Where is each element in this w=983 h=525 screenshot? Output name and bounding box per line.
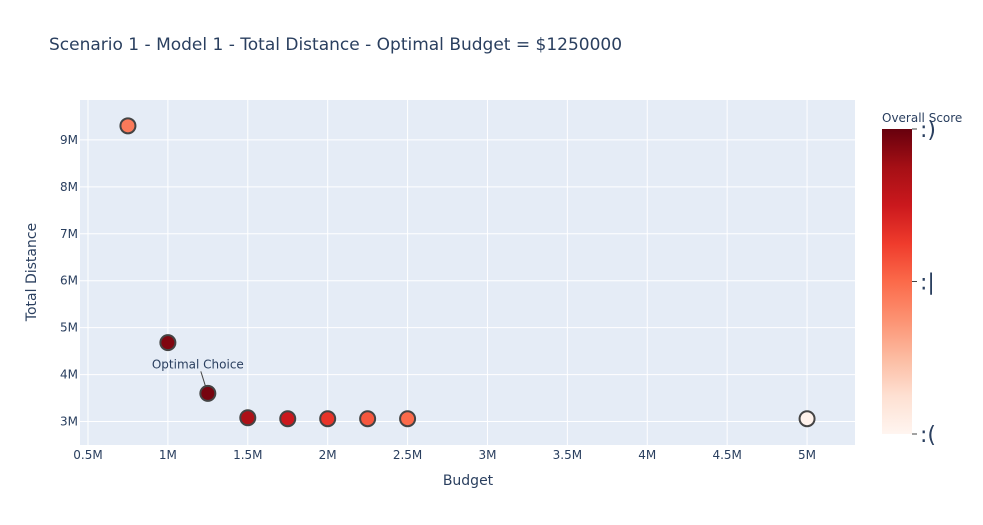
data-point <box>319 410 337 428</box>
x-tick-label: 2M <box>319 448 337 462</box>
colorbar-ticks: :) :| :( <box>912 118 936 448</box>
x-tick-label: 1M <box>159 448 177 462</box>
x-tick-label: 0.5M <box>73 448 102 462</box>
y-tick-label: 4M <box>60 368 78 382</box>
colorbar-tick-label: :| <box>920 271 935 296</box>
data-point <box>359 410 377 428</box>
x-tick-label: 1.5M <box>233 448 262 462</box>
x-tick-label: 3.5M <box>553 448 582 462</box>
plot-area <box>80 100 855 445</box>
y-tick-label: 5M <box>60 321 78 335</box>
data-point <box>119 117 137 135</box>
x-axis-title: Budget <box>443 473 494 489</box>
x-tick-label: 4.5M <box>712 448 741 462</box>
y-axis-title: Total Distance <box>24 223 40 322</box>
annotation-label: Optimal Choice <box>152 357 244 371</box>
y-tick-label: 7M <box>60 227 78 241</box>
data-point <box>239 409 257 427</box>
colorbar-tick-label: :( <box>920 423 936 448</box>
data-point <box>159 334 177 352</box>
colorbar-tick-label: :) <box>920 118 936 143</box>
optimal-annotation: Optimal Choice <box>152 357 244 388</box>
chart-title: Scenario 1 - Model 1 - Total Distance - … <box>49 35 622 55</box>
x-tick-label: 3M <box>478 448 496 462</box>
y-tick-label: 3M <box>60 415 78 429</box>
x-tick-label: 5M <box>798 448 816 462</box>
y-tick-label: 8M <box>60 180 78 194</box>
data-points <box>119 117 816 428</box>
y-tick-label: 6M <box>60 274 78 288</box>
x-tick-label: 2.5M <box>393 448 422 462</box>
x-axis-ticks: 0.5M 1M 1.5M 2M 2.5M 3M 3.5M 4M 4.5M 5M <box>73 448 816 462</box>
colorbar-title: Overall Score <box>882 111 962 125</box>
y-tick-label: 9M <box>60 133 78 147</box>
data-point <box>798 410 816 428</box>
x-tick-label: 4M <box>638 448 656 462</box>
data-point <box>199 384 217 402</box>
annotation-arrow <box>200 371 207 388</box>
data-point <box>279 410 297 428</box>
y-axis-ticks: 3M 4M 5M 6M 7M 8M 9M <box>60 133 78 429</box>
colorbar-gradient <box>882 129 912 434</box>
data-point <box>399 410 417 428</box>
colorbar: Overall Score :) :| :( <box>882 111 962 448</box>
grid-lines <box>80 100 855 445</box>
